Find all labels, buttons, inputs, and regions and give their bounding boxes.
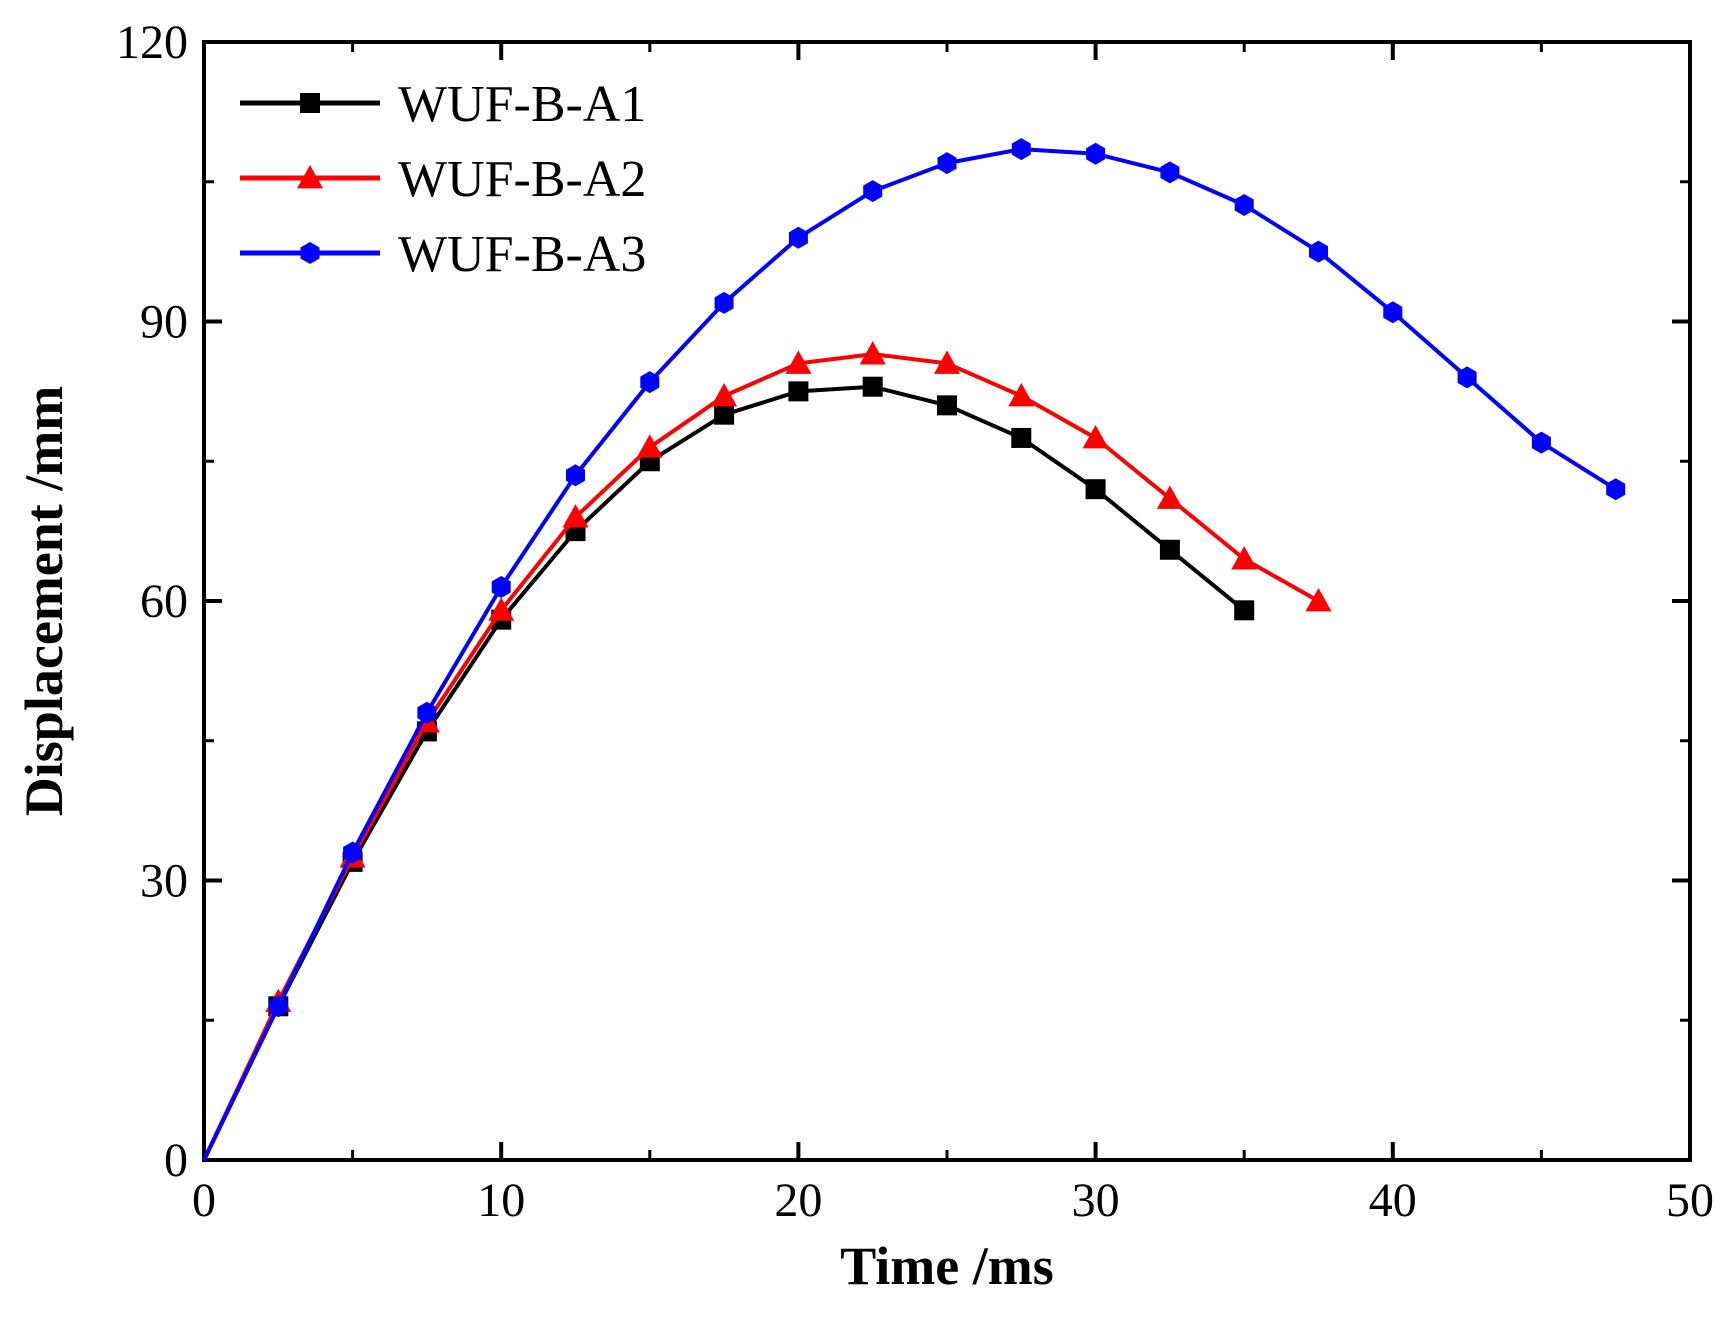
plot-frame [202, 40, 1692, 1162]
legend-label: WUF-B-A2 [398, 151, 646, 208]
data-point [863, 180, 883, 203]
x-tick-label: 30 [1072, 1174, 1120, 1227]
legend-label: WUF-B-A3 [398, 226, 646, 283]
data-point [343, 841, 363, 864]
legend-marker [300, 242, 320, 264]
y-tick-label: 0 [164, 1134, 188, 1187]
data-point [1160, 161, 1180, 184]
data-point [1086, 142, 1106, 165]
x-tick-label: 40 [1369, 1174, 1417, 1227]
data-point [1011, 427, 1032, 448]
data-point [1305, 588, 1332, 612]
y-tick-label: 60 [140, 575, 188, 628]
series-wuf-b-a2 [202, 341, 1332, 1161]
data-point [268, 995, 288, 1018]
data-point [788, 226, 808, 249]
data-point [1008, 383, 1035, 407]
data-point [937, 152, 957, 175]
x-axis-title: Time /ms [840, 1236, 1054, 1296]
legend-label: WUF-B-A1 [398, 76, 646, 133]
data-point [714, 291, 734, 314]
data-point [785, 350, 812, 374]
data-point [488, 597, 515, 621]
data-point [1234, 600, 1255, 621]
legend: WUF-B-A1 WUF-B-A2 WUF-B-A3 [240, 76, 646, 283]
data-point [491, 576, 511, 598]
data-point [562, 504, 589, 528]
data-point [714, 404, 735, 425]
legend-item: WUF-B-A2 [240, 151, 646, 208]
data-point [640, 371, 660, 394]
axes: 0 10 20 30 40 50 0 30 60 90 120 [116, 16, 1714, 1227]
series-line [202, 147, 1617, 1161]
x-tick-label: 0 [192, 1174, 216, 1227]
legend-marker [300, 93, 320, 113]
y-tick-label: 120 [116, 16, 188, 69]
data-point [934, 350, 960, 374]
data-point [1231, 546, 1258, 570]
data-point [788, 381, 809, 402]
data-point [1085, 479, 1106, 500]
data-point [1082, 424, 1109, 449]
y-tick-label: 30 [140, 855, 188, 908]
x-tick-label: 50 [1666, 1174, 1714, 1227]
data-point [859, 341, 886, 365]
data-point [1234, 194, 1254, 216]
data-point [1383, 301, 1403, 324]
x-tick-label: 10 [477, 1174, 525, 1227]
data-point [1531, 431, 1551, 454]
y-tick-label: 90 [140, 296, 188, 349]
series-wuf-b-a3 [202, 138, 1626, 1161]
data-point [417, 701, 437, 724]
legend-item: WUF-B-A1 [240, 76, 646, 133]
series-line [202, 352, 1320, 1161]
data-point [1309, 240, 1328, 263]
x-tick-label: 20 [774, 1174, 822, 1227]
data-point [1457, 366, 1477, 389]
data-point [1606, 478, 1626, 501]
legend-marker [297, 165, 323, 189]
series-wuf-b-a1 [202, 376, 1255, 1161]
data-point [937, 395, 957, 416]
data-point [566, 464, 585, 487]
y-axis-title: Displacement /mm [14, 386, 74, 816]
data-point [711, 383, 738, 407]
data-point [1159, 539, 1180, 560]
legend-item: WUF-B-A3 [240, 226, 646, 283]
data-point [636, 434, 663, 458]
data-point [862, 376, 883, 397]
data-point [1156, 485, 1183, 509]
series-line [202, 384, 1246, 1161]
series-layer [202, 138, 1626, 1161]
data-point [1011, 138, 1031, 161]
